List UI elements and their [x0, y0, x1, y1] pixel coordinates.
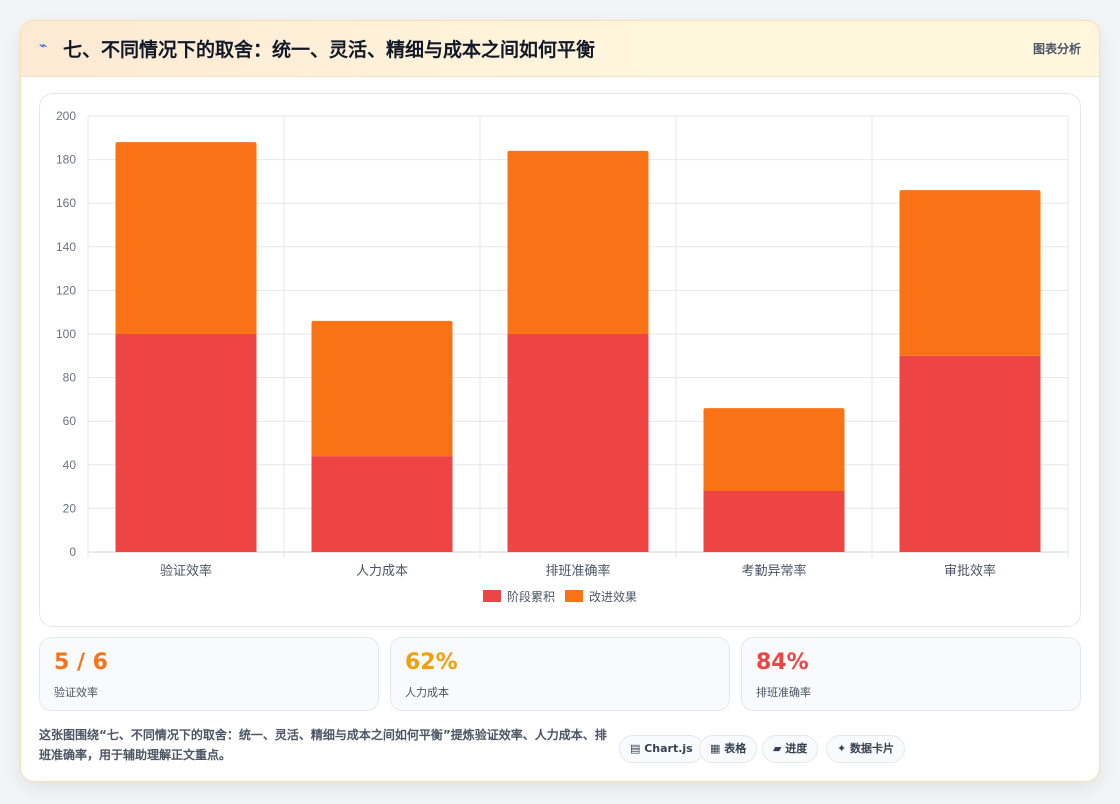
kpi-label-3: 排班准确率 [756, 686, 811, 699]
lightning-icon: ⌁ [39, 38, 48, 54]
y-tick-label: 160 [56, 196, 76, 210]
bar-stage-cumulative [899, 355, 1041, 552]
kpi-label-2: 人力成本 [405, 686, 449, 699]
bar-stage-cumulative [311, 456, 453, 552]
x-tick-label: 审批效率 [944, 563, 996, 579]
x-tick-label: 排班准确率 [545, 563, 610, 579]
chip-chartjs[interactable]: ▤ Chart.js [619, 735, 704, 763]
y-tick-label: 120 [56, 283, 76, 297]
kpi-card-2: 62% 人力成本 [390, 637, 730, 711]
chart-card: ⌁ 七、不同情况下的取舍：统一、灵活、精细与成本之间如何平衡 图表分析 0 20 4… [20, 20, 1100, 782]
y-tick-label: 0 [69, 545, 76, 559]
bar-stage-cumulative [507, 334, 649, 552]
legend-swatch [565, 590, 583, 602]
chart-panel: 0 20 40 60 80 100 120 140 160 180 200 验证效率 人力成本 排班准确率… [39, 93, 1081, 627]
chip-data-card[interactable]: ✦ 数据卡片 [826, 735, 906, 763]
bar-improvement-effect [703, 408, 845, 491]
kpi-card-1: 5 / 6 验证效率 [39, 637, 379, 711]
kpi-value-3: 84% [756, 650, 809, 675]
chart-analysis-tag[interactable]: 图表分析 [1032, 42, 1081, 56]
kpi-value-1: 5 / 6 [54, 650, 108, 675]
legend-label: 改进效果 [589, 589, 637, 604]
y-tick-label: 20 [63, 501, 77, 515]
bar-improvement-effect [115, 142, 257, 334]
bar-improvement-effect [899, 190, 1041, 356]
y-tick-label: 100 [56, 327, 76, 341]
kpi-value-2: 62% [405, 650, 458, 675]
y-tick-label: 40 [63, 458, 77, 472]
card-title: 七、不同情况下的取舍：统一、灵活、精细与成本之间如何平衡 [63, 39, 596, 61]
kpi-card-3: 84% 排班准确率 [741, 637, 1081, 711]
kpi-label-1: 验证效率 [54, 686, 98, 699]
x-tick-label: 考勤异常率 [741, 563, 806, 579]
stacked-bar-chart: 0 20 40 60 80 100 120 140 160 180 200 验证效率 人力成本 排班准确率… [56, 109, 1069, 604]
chart-description: 这张图围绕“七、不同情况下的取舍：统一、灵活、精细与成本之间如何平衡”提炼验证效… [39, 728, 607, 762]
y-tick-label: 80 [63, 371, 77, 385]
bar-stage-cumulative [703, 490, 845, 552]
legend-swatch [483, 590, 501, 602]
y-tick-label: 140 [56, 240, 76, 254]
chip-table[interactable]: ▦ 表格 [699, 735, 758, 763]
y-tick-label: 200 [56, 109, 76, 123]
legend-label: 阶段累积 [507, 589, 555, 604]
chip-progress[interactable]: ▰ 进度 [762, 735, 819, 763]
bar-stage-cumulative [115, 334, 257, 552]
card-header: ⌁ 七、不同情况下的取舍：统一、灵活、精细与成本之间如何平衡 图表分析 [21, 21, 1099, 77]
y-tick-label: 180 [56, 153, 76, 167]
bar-improvement-effect [311, 320, 453, 457]
y-tick-label: 60 [63, 414, 77, 428]
x-tick-label: 验证效率 [160, 563, 212, 579]
x-tick-label: 人力成本 [356, 564, 408, 579]
bar-improvement-effect [507, 150, 649, 334]
